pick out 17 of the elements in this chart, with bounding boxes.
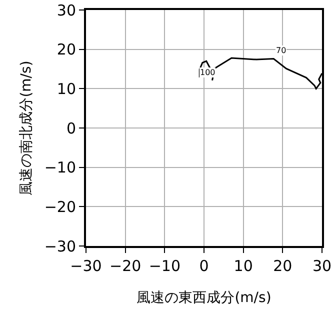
y-tick-label: −10 <box>44 158 76 177</box>
y-tick-label: 10 <box>56 80 76 98</box>
y-tick-label: 0 <box>66 119 76 138</box>
x-tick-label: 20 <box>273 257 292 275</box>
x-tick-label: −30 <box>70 257 102 275</box>
y-tick-label: 30 <box>56 1 76 20</box>
annotation: 70 <box>276 46 286 55</box>
y-axis-title: 風速の南北成分(m/s) <box>18 60 34 196</box>
x-tick-label: 0 <box>199 257 209 275</box>
y-tick-label: −30 <box>44 237 76 256</box>
x-tick-label: −10 <box>148 257 180 275</box>
x-axis-title: 風速の東西成分(m/s) <box>136 290 272 306</box>
y-tick-label: 20 <box>56 40 76 59</box>
x-tick-label: −20 <box>110 257 142 275</box>
x-tick-label: 30 <box>312 257 332 275</box>
x-tick-label: 10 <box>234 257 253 275</box>
y-tick-label: −20 <box>44 198 76 216</box>
